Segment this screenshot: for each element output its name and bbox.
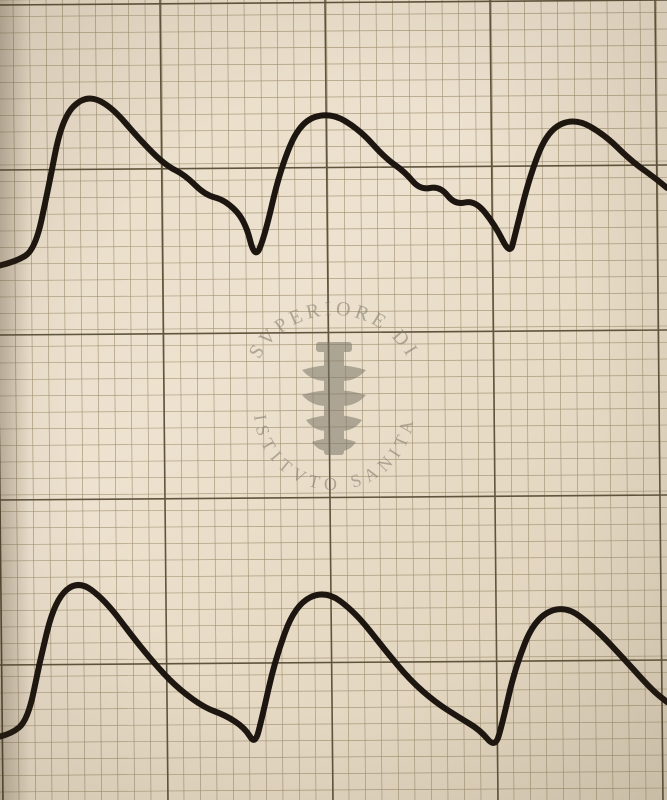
chart-container: SVPERIORE DI ISTITVTO SANITA: [0, 0, 667, 800]
grid-paper: [0, 0, 667, 800]
